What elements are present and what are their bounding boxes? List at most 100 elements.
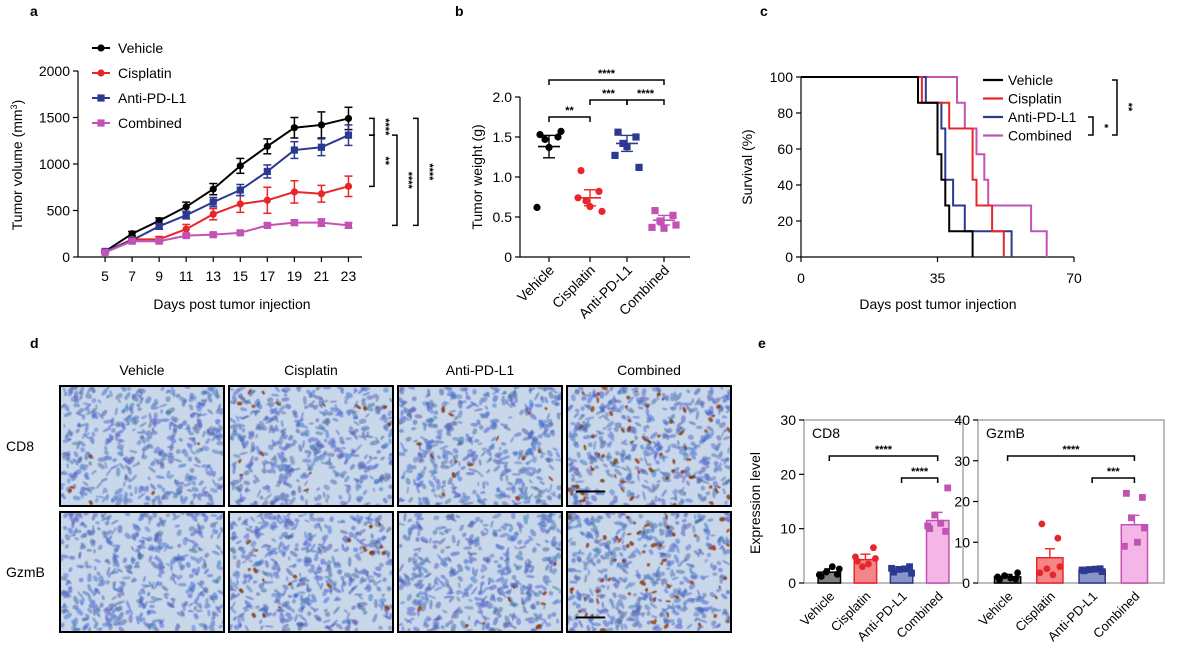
significance-bracket [1088, 116, 1094, 136]
data-point [859, 563, 866, 571]
ihc-image-canvas [568, 387, 730, 505]
data-point [1056, 563, 1064, 571]
data-point [1141, 524, 1148, 532]
survival-curve [801, 76, 974, 257]
significance-bracket [589, 99, 628, 105]
data-point [344, 182, 353, 190]
tumor-volume-chart: Tumor volume (mm3) Days post tumor injec… [9, 40, 435, 312]
data-point [1091, 565, 1099, 573]
data-point [888, 564, 895, 572]
data-point [872, 555, 879, 562]
data-point [931, 511, 939, 519]
significance-bracket [1112, 79, 1118, 136]
significance-label: **** [598, 68, 616, 80]
significance-bracket [413, 117, 419, 227]
y-tick-label: 1500 [39, 110, 70, 126]
y-tick-label: 10 [954, 534, 970, 550]
data-point [182, 203, 190, 211]
data-point [852, 553, 859, 561]
x-tick-label: 15 [232, 268, 248, 284]
data-point [833, 570, 841, 578]
data-point [317, 121, 326, 129]
data-point [263, 196, 271, 204]
survival-curve [801, 76, 1005, 257]
significance-label: ** [379, 156, 391, 165]
data-point [236, 162, 244, 170]
y-tick-label: 1000 [39, 156, 70, 172]
legend-label: Vehicle [1008, 72, 1053, 88]
data-point [1123, 489, 1130, 497]
y-axis-label: Survival (%) [739, 129, 755, 204]
ihc-image-canvas [61, 387, 223, 505]
data-point [344, 221, 353, 229]
data-point [669, 211, 677, 219]
y-tick-label: 20 [777, 213, 793, 229]
data-point [901, 565, 908, 573]
significance-bracket [548, 79, 665, 85]
ihc-image-tile [566, 511, 732, 633]
significance-label: ** [1122, 103, 1134, 112]
y-tick-label: 0 [62, 249, 70, 265]
data-point [586, 203, 594, 211]
data-point [1049, 571, 1057, 579]
survival-curve [801, 76, 1013, 257]
legend-label: Vehicle [118, 40, 163, 56]
y-tick-label: 30 [780, 412, 796, 428]
y-tick-label: 10 [780, 521, 796, 537]
data-point [101, 248, 109, 256]
significance-label: **** [911, 466, 929, 478]
data-point [1134, 538, 1141, 546]
data-point [870, 544, 877, 552]
y-tick-label: 0 [962, 575, 970, 591]
y-tick-label: 0 [504, 249, 512, 265]
x-axis-label: Days post tumor injection [859, 296, 1016, 312]
significance-label: ** [565, 105, 574, 117]
data-point [533, 203, 541, 211]
data-point [290, 188, 298, 196]
data-point [182, 211, 190, 219]
legend-label: Cisplatin [118, 65, 172, 81]
x-tick-label: 13 [205, 268, 221, 284]
survival-curve [801, 76, 1048, 257]
data-point [582, 197, 590, 205]
data-point [598, 207, 606, 215]
x-tick-label: 19 [287, 268, 303, 284]
legend-label: Combined [118, 115, 182, 131]
tumor-weight-chart: Tumor weight (g) 00.51.01.52.0VehicleCis… [469, 68, 690, 322]
y-tick-label: 30 [954, 453, 970, 469]
y-tick-label: 40 [954, 412, 970, 428]
ihc-column-label: Anti-PD-L1 [446, 362, 515, 378]
y-tick-label: 20 [954, 494, 970, 510]
data-point [182, 232, 190, 240]
data-point [595, 187, 603, 195]
significance-bracket [369, 117, 375, 136]
y-axis-label: Tumor weight (g) [469, 124, 485, 229]
data-point [209, 231, 217, 239]
y-tick-label: 20 [780, 466, 796, 482]
series-line [104, 221, 349, 254]
ihc-column-label: Vehicle [119, 362, 164, 378]
legend-marker [97, 44, 105, 52]
data-point [1014, 569, 1021, 577]
significance-bracket [1006, 455, 1136, 461]
significance-bracket [369, 134, 375, 188]
legend-marker [97, 94, 105, 102]
ihc-image-tile [397, 385, 563, 507]
panel-label-e: e [758, 335, 766, 351]
data-point [635, 163, 643, 171]
y-tick-label: 0 [788, 575, 796, 591]
data-point [317, 190, 326, 198]
significance-label: **** [875, 444, 893, 456]
legend-marker [97, 69, 105, 77]
y-tick-label: 1.0 [493, 169, 513, 185]
data-point [611, 151, 619, 159]
data-point [815, 571, 823, 579]
data-point [1043, 565, 1051, 573]
series-line [104, 185, 349, 253]
significance-bracket [900, 477, 939, 483]
y-tick-label: 80 [777, 105, 793, 121]
data-point [128, 230, 136, 238]
data-point [236, 229, 244, 237]
ihc-image-tile [397, 511, 563, 633]
